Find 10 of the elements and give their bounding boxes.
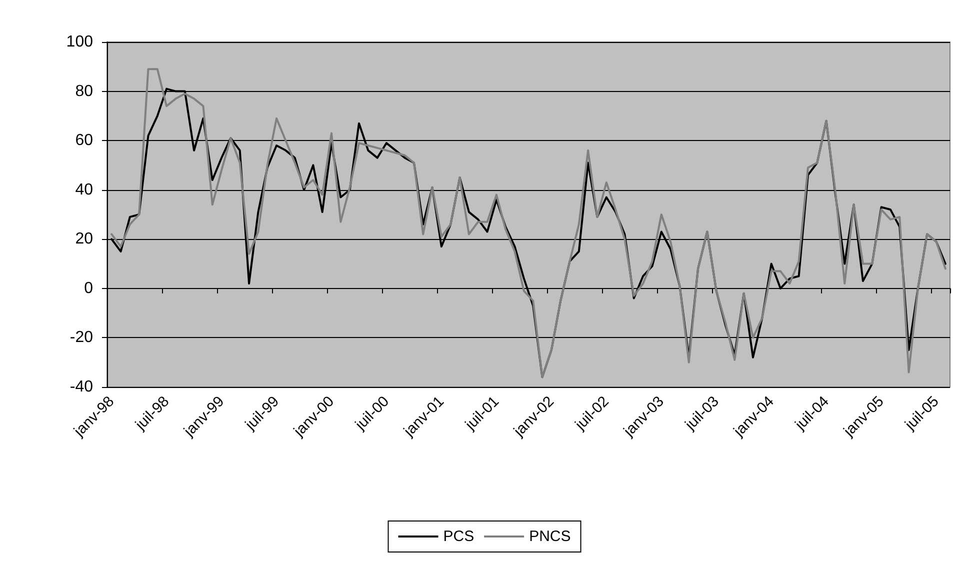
y-tick-label: 60	[75, 132, 94, 150]
y-tick-label: 20	[75, 230, 94, 248]
y-tick-label: -20	[70, 329, 94, 346]
legend-label: PCS	[443, 528, 474, 545]
y-tick-label: 100	[66, 34, 94, 50]
y-tick-label: 80	[75, 82, 94, 100]
y-tick-label: 40	[75, 181, 94, 198]
y-tick-label: -40	[70, 378, 94, 396]
y-tick-label: 0	[84, 280, 94, 297]
legend-label: PNCS	[529, 528, 571, 545]
